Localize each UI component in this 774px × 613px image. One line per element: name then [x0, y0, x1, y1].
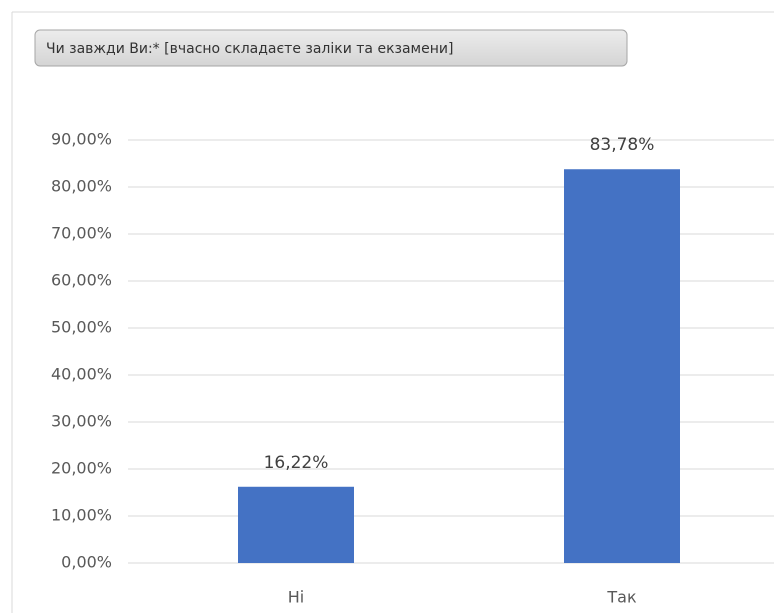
chart-title: Чи завжди Ви:* [вчасно складаєте заліки … — [46, 41, 453, 57]
y-tick-label: 70,00% — [51, 224, 112, 243]
title-box — [34, 29, 628, 67]
x-tick-label: Так — [606, 588, 637, 607]
y-tick-label: 10,00% — [51, 506, 112, 525]
bar — [238, 486, 354, 563]
y-tick-label: 30,00% — [51, 412, 112, 431]
y-tick-label: 90,00% — [51, 130, 112, 149]
data-label: 16,22% — [264, 453, 329, 473]
y-tick-label: 40,00% — [51, 365, 112, 384]
y-tick-label: 60,00% — [51, 271, 112, 290]
y-tick-label: 20,00% — [51, 459, 112, 478]
y-tick-label: 80,00% — [51, 177, 112, 196]
x-tick-label: Ні — [288, 588, 304, 607]
y-tick-label: 50,00% — [51, 318, 112, 337]
y-tick-label: 0,00% — [61, 553, 112, 572]
bar — [564, 169, 680, 563]
data-label: 83,78% — [590, 135, 655, 155]
